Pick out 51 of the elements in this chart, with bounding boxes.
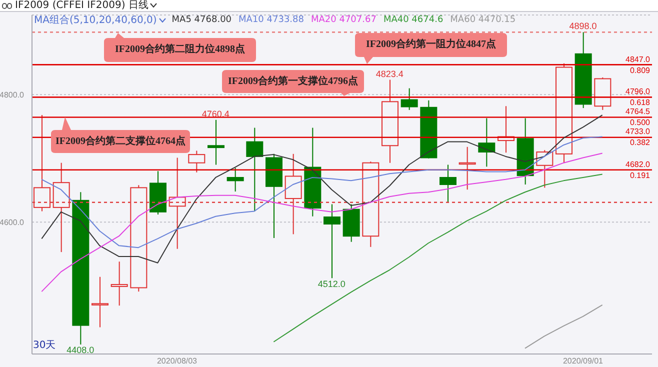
text: MA5 4768.00 (172, 15, 232, 25)
x-tick-label: 2020/08/03 (156, 356, 198, 366)
candlestick (188, 150, 206, 173)
annotation: 4823.4 (374, 68, 404, 79)
candlestick (440, 164, 456, 203)
annotation: IF2009合约第一阻力位4847点 (365, 38, 497, 52)
speech-bubble: IF2009合约第二支撑位4764点 (51, 117, 190, 153)
x-tick-label: 2020/09/01 (562, 356, 604, 366)
annotation: IF2009合约第二阻力位4898点 (114, 42, 246, 57)
y-tick-label: 4800.0 (0, 90, 25, 100)
annotation: 0.382 (630, 138, 650, 148)
ref-line-label: 4682.0 (626, 160, 650, 169)
text: MA60 4470.15 (450, 15, 516, 25)
candlestick (458, 146, 476, 190)
text: MA10 4733.88 (238, 15, 304, 25)
candlestick (324, 204, 340, 279)
ref-line-label: 4733.0 (626, 127, 650, 136)
ref-line-label: 4764.5 (626, 107, 650, 116)
speech-bubble: IF2009合约第一阻力位4847点 (355, 33, 507, 64)
annotation: 4512.0 (316, 279, 346, 290)
annotation: 4898.0 (568, 21, 598, 32)
annotation: IF2009合约第二支撑位4764点 (54, 134, 186, 149)
ref-line-label: 4847.0 (626, 54, 650, 64)
ref-line-label: 4796.0 (626, 87, 650, 96)
candlestick (226, 167, 244, 192)
line-series (524, 304, 603, 349)
annotation: 0.809 (630, 66, 650, 75)
line-series (41, 152, 603, 292)
chart-title: IF2009 (CFFEI IF2009) 日线 (15, 0, 148, 11)
annotation: 30天 (33, 339, 56, 352)
annotation: 4408.0 (66, 345, 96, 356)
chart-subtitle: MA组合(5,10,20,40,60,0) (34, 14, 157, 27)
candlestick (284, 153, 302, 235)
candlestick (478, 118, 496, 168)
y-tick-label: 4600.0 (0, 218, 25, 227)
candlestick (246, 127, 264, 212)
candlestick (110, 261, 128, 306)
text: MA20 4707.67 (310, 15, 376, 25)
candlestick (34, 114, 50, 212)
annotation: 0.191 (630, 170, 650, 180)
annotation: 0.618 (630, 98, 650, 108)
speech-bubble: IF2009合约第二阻力位4898点 (104, 33, 256, 62)
speech-bubble: IF2009合约第一支撑位4796点 (222, 70, 364, 96)
annotation: 0.500 (630, 118, 650, 128)
annotation: 4760.4 (200, 108, 230, 119)
text: MA40 4674.6 (383, 15, 444, 25)
candlestick (208, 119, 224, 166)
candlestick (400, 88, 418, 110)
line-series (41, 136, 603, 248)
line-series (273, 174, 603, 342)
candlestick (92, 276, 108, 328)
